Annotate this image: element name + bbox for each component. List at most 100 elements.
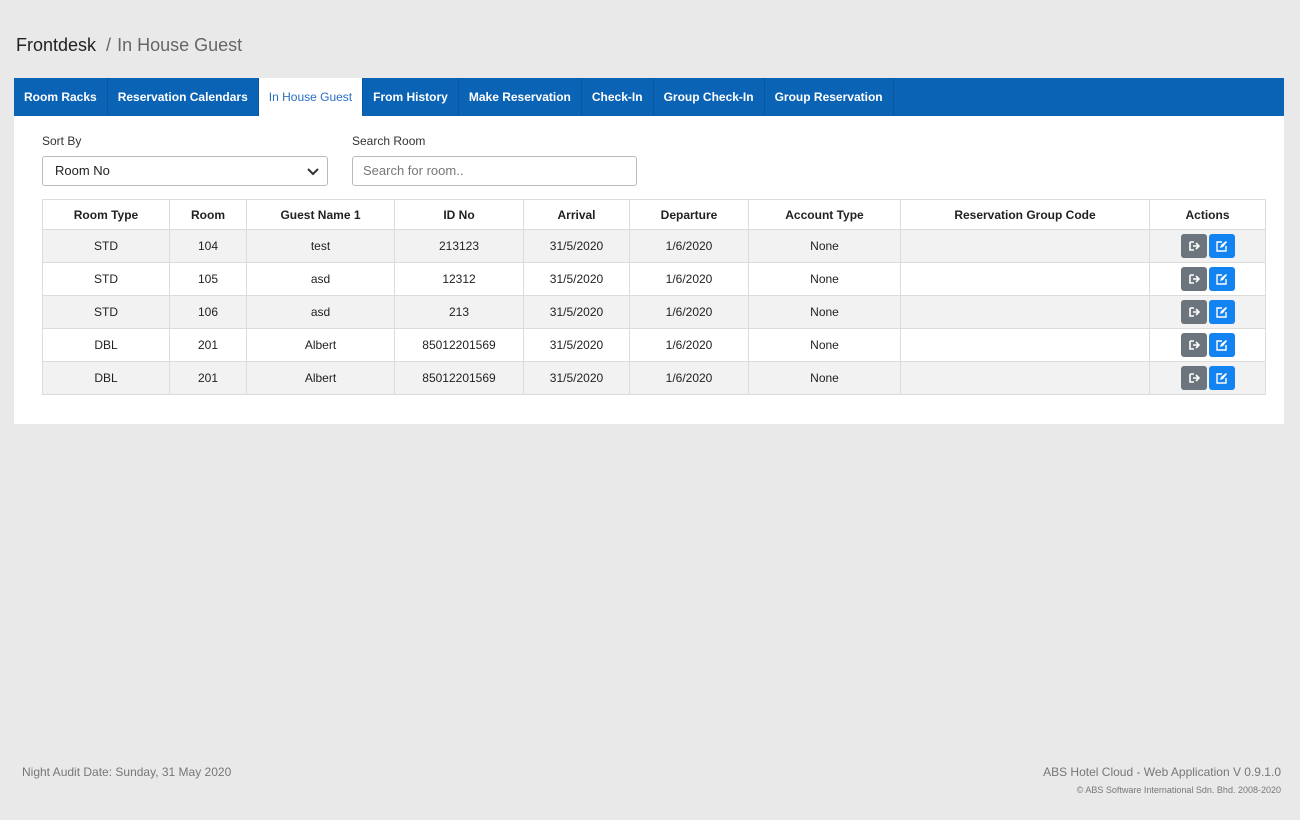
table-cell: DBL <box>42 328 170 362</box>
checkout-button[interactable] <box>1180 366 1207 390</box>
tab[interactable]: Reservation Calendars <box>108 78 259 116</box>
breadcrumb-current: In House Guest <box>117 35 243 55</box>
edit-button[interactable] <box>1208 267 1235 291</box>
app-version: ABS Hotel Cloud - Web Application V 0.9.… <box>1043 765 1281 779</box>
table-row: STD 104 test 213123 31/5/2020 1/6/2020 None <box>42 229 1266 263</box>
edit-button[interactable] <box>1208 300 1235 324</box>
table-cell <box>900 328 1150 362</box>
table-cell: 85012201569 <box>394 361 524 395</box>
table-row: STD 106 asd 213 31/5/2020 1/6/2020 None <box>42 295 1266 329</box>
table-cell: Albert <box>246 361 395 395</box>
table-cell: 31/5/2020 <box>523 361 630 395</box>
icon <box>1215 307 1227 318</box>
column-header: Room Type <box>42 199 170 230</box>
search-input[interactable]: Search for room.. <box>352 156 637 186</box>
icon <box>1188 340 1200 350</box>
panel: Sort By Room No Search Room Search for r… <box>14 116 1284 424</box>
table-cell: None <box>748 295 901 329</box>
breadcrumb-separator: / <box>106 35 112 55</box>
table-cell: 31/5/2020 <box>523 295 630 329</box>
table-cell: asd <box>246 262 395 296</box>
table-cell <box>900 262 1150 296</box>
table-cell: 12312 <box>394 262 524 296</box>
tab[interactable]: Group Reservation <box>765 78 894 116</box>
table-cell: 31/5/2020 <box>523 262 630 296</box>
tab[interactable]: In House Guest <box>258 78 364 116</box>
header-row: Room Type Room Guest Name 1 ID No Arrival Dep… <box>42 199 1266 230</box>
tab-bar: Room Racks Reservation Calendars In House … <box>14 78 1284 116</box>
table-cell: 201 <box>169 361 247 395</box>
edit-button[interactable] <box>1208 333 1235 357</box>
column-header: ID No <box>394 199 524 230</box>
table-cell: None <box>748 328 901 362</box>
checkout-button[interactable] <box>1180 333 1207 357</box>
table-cell: None <box>748 229 901 263</box>
table-cell: 104 <box>169 229 247 263</box>
actions-cell <box>1149 229 1266 263</box>
icon <box>1215 340 1227 351</box>
table-cell: STD <box>42 229 170 263</box>
copyright: © ABS Software International Sdn. Bhd. 2… <box>1076 785 1281 795</box>
chevron <box>307 168 319 176</box>
table-cell <box>900 229 1150 263</box>
table-cell: STD <box>42 295 170 329</box>
table-cell: 213123 <box>394 229 524 263</box>
table-cell: 213 <box>394 295 524 329</box>
tab[interactable]: Room Racks <box>14 78 108 116</box>
table-cell: 105 <box>169 262 247 296</box>
sort-value: Room No <box>55 163 110 178</box>
table-cell <box>900 295 1150 329</box>
checkout-button[interactable] <box>1180 267 1207 291</box>
table-cell: 1/6/2020 <box>629 361 749 395</box>
table-cell: 85012201569 <box>394 328 524 362</box>
actions-cell <box>1149 361 1266 395</box>
actions-cell <box>1149 328 1266 362</box>
tab[interactable]: Check-In <box>582 78 654 116</box>
table-cell: 106 <box>169 295 247 329</box>
table-cell: Albert <box>246 328 395 362</box>
icon <box>1188 307 1200 317</box>
edit-button[interactable] <box>1208 366 1235 390</box>
sort-select[interactable]: Room No <box>42 156 328 186</box>
table-cell: 31/5/2020 <box>523 328 630 362</box>
search-label: Search Room <box>352 134 426 148</box>
icon <box>1215 274 1227 285</box>
icon <box>1188 274 1200 284</box>
table-cell: 201 <box>169 328 247 362</box>
search-placeholder: Search for room.. <box>363 163 464 178</box>
table-cell: None <box>748 262 901 296</box>
table-cell: asd <box>246 295 395 329</box>
table-cell: test <box>246 229 395 263</box>
checkout-button[interactable] <box>1180 234 1207 258</box>
table-body: STD 104 test 213123 31/5/2020 1/6/2020 None STD… <box>42 229 1266 395</box>
column-header: Departure <box>629 199 749 230</box>
table-row: STD 105 asd 12312 31/5/2020 1/6/2020 None <box>42 262 1266 296</box>
checkout-button[interactable] <box>1180 300 1207 324</box>
icon <box>1215 241 1227 252</box>
table-row: DBL 201 Albert 85012201569 31/5/2020 1/6/2020… <box>42 361 1266 395</box>
guest-table: Room Type Room Guest Name 1 ID No Arrival Dep… <box>42 199 1266 395</box>
actions-cell <box>1149 295 1266 329</box>
table-cell: STD <box>42 262 170 296</box>
column-header: Arrival <box>523 199 630 230</box>
table-cell: None <box>748 361 901 395</box>
column-header: Reservation Group Code <box>900 199 1150 230</box>
table-cell: 31/5/2020 <box>523 229 630 263</box>
sort-label: Sort By <box>42 134 82 148</box>
audit-date: Night Audit Date: Sunday, 31 May 2020 <box>22 765 232 779</box>
table-cell <box>900 361 1150 395</box>
icon <box>1188 373 1200 383</box>
tab[interactable]: From History <box>363 78 459 116</box>
table-cell: DBL <box>42 361 170 395</box>
icon <box>1188 241 1200 251</box>
tab[interactable]: Make Reservation <box>459 78 582 116</box>
column-header: Room <box>169 199 247 230</box>
table-cell: 1/6/2020 <box>629 328 749 362</box>
column-header: Guest Name 1 <box>246 199 395 230</box>
tab[interactable]: Group Check-In <box>654 78 765 116</box>
breadcrumb-root[interactable]: Frontdesk <box>16 35 97 55</box>
table-cell: 1/6/2020 <box>629 262 749 296</box>
edit-button[interactable] <box>1208 234 1235 258</box>
